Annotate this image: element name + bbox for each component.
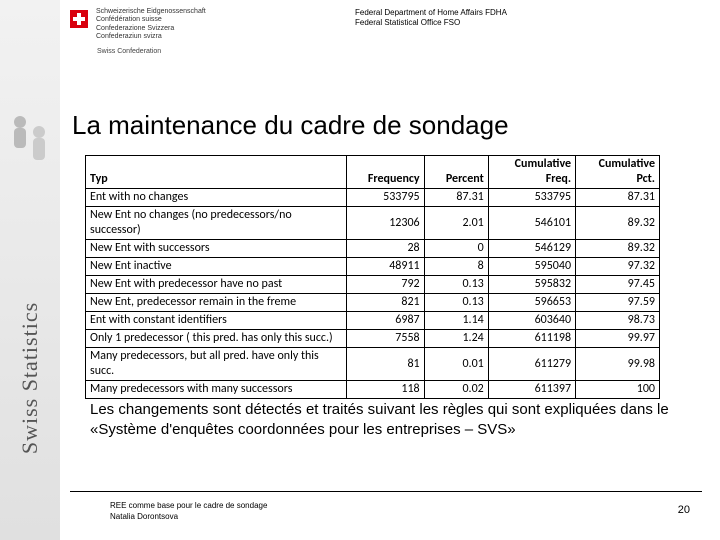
col-cum-pct: Cumulative Pct. [576, 156, 660, 189]
table-header-row: Typ Frequency Percent Cumulative Freq. C… [86, 156, 660, 189]
table-cell: 0.01 [424, 348, 488, 381]
table-cell: 8 [424, 258, 488, 276]
table-cell: 595832 [488, 276, 575, 294]
table-cell: 1.24 [424, 330, 488, 348]
table-cell: 0 [424, 240, 488, 258]
col-cum-freq: Cumulative Freq. [488, 156, 575, 189]
table-cell: 6987 [346, 312, 424, 330]
table-cell: 87.31 [576, 189, 660, 207]
table-cell: 87.31 [424, 189, 488, 207]
table-cell: 118 [346, 381, 424, 399]
table-cell: 0.13 [424, 276, 488, 294]
table-row: Ent with no changes53379587.3153379587.3… [86, 189, 660, 207]
table-cell: 99.98 [576, 348, 660, 381]
table-cell: 7558 [346, 330, 424, 348]
dept-line: Federal Department of Home Affairs FDHA [355, 8, 507, 18]
table-cell: 546129 [488, 240, 575, 258]
table-row: New Ent with predecessor have no past792… [86, 276, 660, 294]
confederation-names: Schweizerische Eidgenossenschaft Confédé… [96, 8, 206, 42]
table-cell: New Ent, predecessor remain in the freme [86, 294, 347, 312]
table-cell: 611279 [488, 348, 575, 381]
table-row: Many predecessors, but all pred. have on… [86, 348, 660, 381]
brand-sidebar-text: Swiss Statistics [17, 302, 43, 454]
confed-line: Schweizerische Eidgenossenschaft [96, 8, 206, 16]
table-cell: 97.59 [576, 294, 660, 312]
table-row: New Ent, predecessor remain in the freme… [86, 294, 660, 312]
table-cell: Ent with no changes [86, 189, 347, 207]
sidebar-people-graphic [5, 110, 55, 180]
footer-topic: REE comme base pour le cadre de sondage [110, 501, 267, 511]
table-cell: 2.01 [424, 207, 488, 240]
table-cell: 611198 [488, 330, 575, 348]
table-cell: Many predecessors, but all pred. have on… [86, 348, 347, 381]
slide-caption: Les changements sont détectés et traités… [90, 400, 680, 439]
page-number: 20 [678, 504, 690, 516]
confed-line: Confederazione Svizzera [96, 25, 206, 33]
table-cell: 97.32 [576, 258, 660, 276]
table-cell: 0.13 [424, 294, 488, 312]
table-cell: 97.45 [576, 276, 660, 294]
table-cell: 596653 [488, 294, 575, 312]
table-row: Ent with constant identifiers69871.14603… [86, 312, 660, 330]
table-cell: 81 [346, 348, 424, 381]
footer-author: Natalia Dorontsova [110, 512, 267, 522]
table-cell: 28 [346, 240, 424, 258]
table-cell: 48911 [346, 258, 424, 276]
table-cell: 533795 [346, 189, 424, 207]
table-cell: New Ent no changes (no predecessors/no s… [86, 207, 347, 240]
col-frequency: Frequency [346, 156, 424, 189]
table-cell: 611397 [488, 381, 575, 399]
table-cell: New Ent inactive [86, 258, 347, 276]
table-cell: 99.97 [576, 330, 660, 348]
table-cell: 12306 [346, 207, 424, 240]
table-cell: 533795 [488, 189, 575, 207]
table-row: New Ent no changes (no predecessors/no s… [86, 207, 660, 240]
table-cell: 89.32 [576, 207, 660, 240]
table-cell: Only 1 predecessor ( this pred. has only… [86, 330, 347, 348]
table-cell: 595040 [488, 258, 575, 276]
table-cell: 821 [346, 294, 424, 312]
footer-divider [70, 491, 702, 492]
swiss-flag-icon [70, 10, 88, 28]
table-cell: 603640 [488, 312, 575, 330]
confederation-label: Swiss Confederation [97, 48, 710, 55]
slide-header: Schweizerische Eidgenossenschaft Confédé… [70, 8, 710, 98]
department-block: Federal Department of Home Affairs FDHA … [355, 8, 507, 29]
table-cell: Ent with constant identifiers [86, 312, 347, 330]
table-cell: 98.73 [576, 312, 660, 330]
table-cell: 100 [576, 381, 660, 399]
slide: Swiss Statistics Schweizerische Eidgenos… [0, 0, 720, 540]
confed-line: Confederaziun svizra [96, 33, 206, 41]
table-row: Many predecessors with many successors11… [86, 381, 660, 399]
table-cell: New Ent with successors [86, 240, 347, 258]
col-typ: Typ [86, 156, 347, 189]
dept-line: Federal Statistical Office FSO [355, 18, 507, 28]
confed-line: Confédération suisse [96, 16, 206, 24]
table-cell: 792 [346, 276, 424, 294]
table-row: New Ent inactive48911859504097.32 [86, 258, 660, 276]
table-cell: 89.32 [576, 240, 660, 258]
slide-title: La maintenance du cadre de sondage [72, 110, 700, 141]
table-cell: 546101 [488, 207, 575, 240]
table-row: Only 1 predecessor ( this pred. has only… [86, 330, 660, 348]
col-percent: Percent [424, 156, 488, 189]
table-cell: 1.14 [424, 312, 488, 330]
table-row: New Ent with successors28054612989.32 [86, 240, 660, 258]
table-cell: 0.02 [424, 381, 488, 399]
table-cell: Many predecessors with many successors [86, 381, 347, 399]
table-cell: New Ent with predecessor have no past [86, 276, 347, 294]
brand-sidebar: Swiss Statistics [0, 0, 60, 540]
footer-left: REE comme base pour le cadre de sondage … [110, 501, 267, 522]
data-table: Typ Frequency Percent Cumulative Freq. C… [85, 155, 660, 399]
